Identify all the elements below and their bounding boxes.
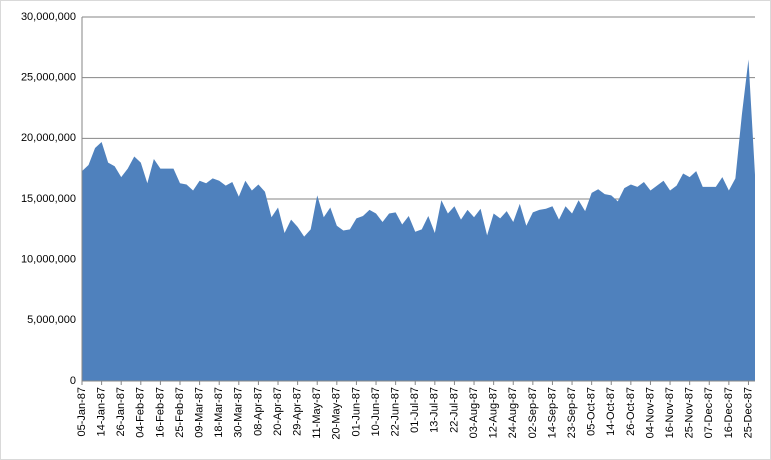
x-tick-label: 25-Dec-87 — [742, 387, 754, 438]
x-tick-label: 20-May-87 — [331, 387, 343, 440]
x-tick-label: 18-Mar-87 — [213, 387, 225, 438]
x-tick-label: 16-Feb-87 — [154, 387, 166, 438]
x-tick-label: 26-Jan-87 — [115, 387, 127, 437]
x-tick-label: 04-Feb-87 — [135, 387, 147, 438]
x-tick-label: 23-Sep-87 — [566, 387, 578, 438]
x-tick-label: 13-Jul-87 — [429, 387, 441, 433]
y-tick-label: 20,000,000 — [21, 132, 76, 144]
x-tick-label: 14-Jan-87 — [96, 387, 108, 437]
x-tick-label: 16-Dec-87 — [723, 387, 735, 438]
x-tick-label: 25-Feb-87 — [174, 387, 186, 438]
x-tick-label: 11-May-87 — [311, 387, 323, 439]
y-tick-label: 25,000,000 — [21, 72, 76, 84]
x-tick-label: 22-Jun-87 — [390, 387, 402, 437]
x-tick-label: 09-Mar-87 — [194, 387, 206, 438]
area — [82, 59, 755, 381]
x-tick-label: 25-Nov-87 — [684, 387, 696, 438]
x-tick-label: 24-Aug-87 — [507, 387, 519, 438]
x-tick-label: 16-Nov-87 — [664, 387, 676, 438]
x-tick-label: 26-Oct-87 — [625, 387, 637, 436]
x-tick-label: 01-Jun-87 — [350, 387, 362, 437]
x-tick-label: 07-Dec-87 — [703, 387, 715, 438]
x-tick-label: 22-Jul-87 — [448, 387, 460, 433]
y-tick-label: 30,000,000 — [21, 11, 76, 23]
x-tick-label: 10-Jun-87 — [370, 387, 382, 437]
y-tick-label: 10,000,000 — [21, 254, 76, 266]
y-tick-label: 15,000,000 — [21, 193, 76, 205]
x-tick-label: 29-Apr-87 — [292, 387, 304, 436]
x-tick-label: 20-Apr-87 — [272, 387, 284, 436]
x-tick-label: 02-Sep-87 — [527, 387, 539, 438]
x-tick-label: 08-Apr-87 — [252, 387, 264, 436]
x-tick-label: 03-Aug-87 — [468, 387, 480, 438]
y-tick-label: 0 — [70, 375, 76, 387]
x-tick-label: 12-Aug-87 — [488, 387, 500, 438]
x-tick-label: 30-Mar-87 — [233, 387, 245, 438]
x-tick-label: 05-Jan-87 — [76, 387, 88, 437]
x-tick-label: 05-Oct-87 — [586, 387, 598, 436]
y-tick-label: 5,000,000 — [27, 314, 76, 326]
x-tick-label: 01-Jul-87 — [409, 387, 421, 433]
x-tick-label: 14-Sep-87 — [546, 387, 558, 438]
x-tick-label: 14-Oct-87 — [605, 387, 617, 436]
x-tick-label: 04-Nov-87 — [644, 387, 656, 438]
